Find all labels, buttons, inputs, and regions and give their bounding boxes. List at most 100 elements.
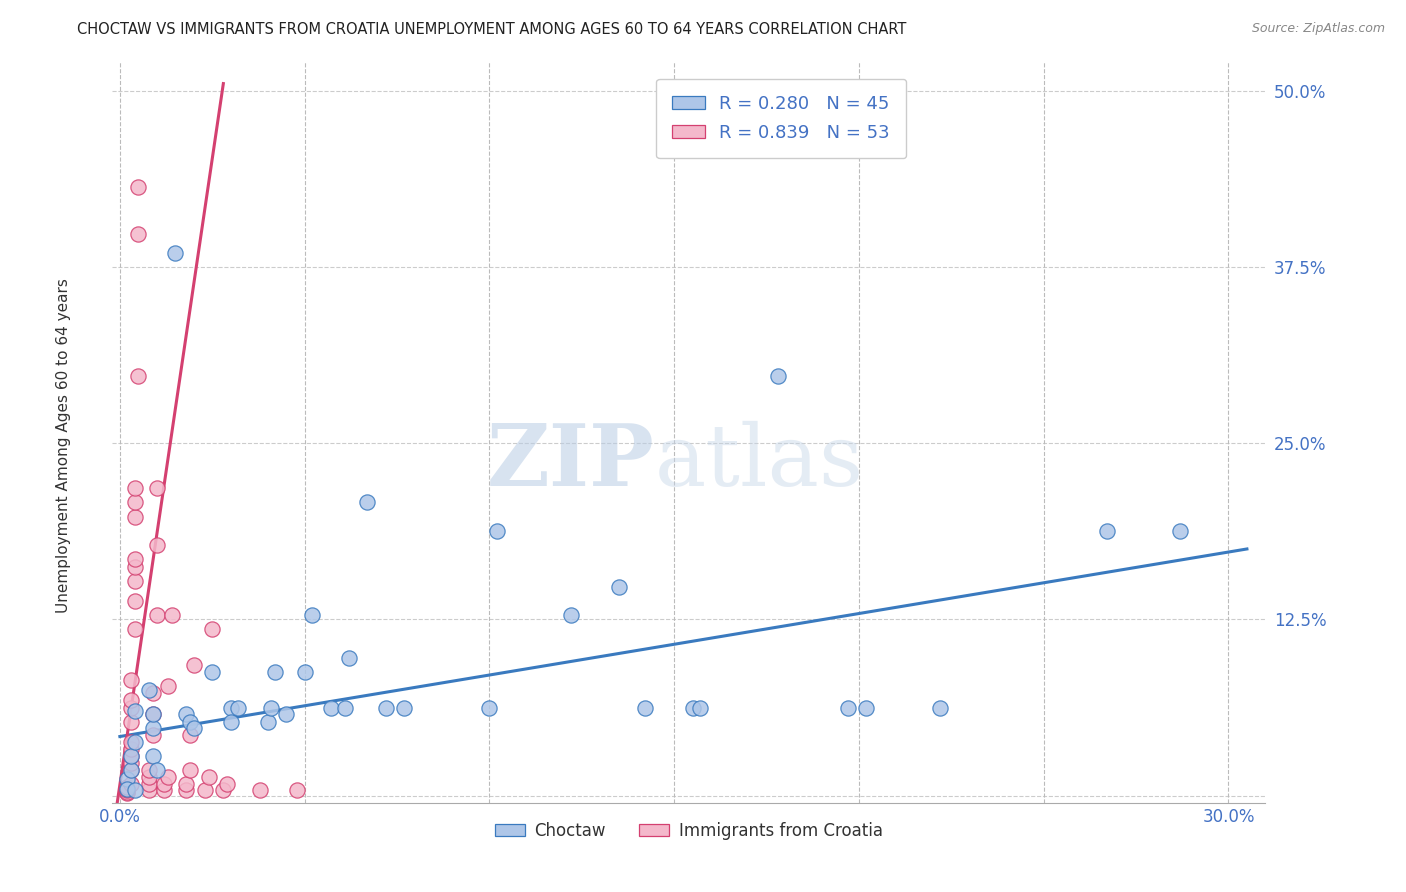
Point (124, 623, 146, 637)
Point (124, 560, 146, 574)
Text: ZIP: ZIP (486, 420, 654, 504)
Point (249, 783, 271, 797)
Text: Source: ZipAtlas.com: Source: ZipAtlas.com (1251, 22, 1385, 36)
Point (294, 665, 316, 679)
Point (124, 495, 146, 509)
Point (176, 706, 198, 721)
Point (117, 772, 139, 786)
Point (117, 780, 139, 795)
Point (264, 665, 287, 679)
Point (219, 715, 242, 730)
Point (374, 701, 396, 715)
Point (478, 701, 501, 715)
Point (124, 574, 146, 589)
Point (120, 735, 142, 749)
Point (120, 693, 142, 707)
Point (485, 524, 508, 538)
Point (179, 715, 201, 730)
Point (219, 701, 242, 715)
Point (146, 538, 169, 552)
Point (117, 786, 139, 800)
Point (165, 245, 187, 260)
Point (197, 771, 219, 785)
Point (124, 594, 146, 608)
Point (337, 650, 360, 665)
Point (120, 673, 142, 687)
Point (120, 764, 142, 778)
Point (142, 749, 165, 764)
Point (766, 368, 789, 383)
Point (194, 783, 217, 797)
Point (226, 701, 249, 715)
Point (120, 701, 142, 715)
Point (160, 608, 183, 623)
Point (356, 495, 378, 509)
Point (138, 764, 160, 778)
Point (124, 783, 146, 797)
Point (285, 783, 308, 797)
Point (1095, 524, 1118, 538)
Point (124, 735, 146, 749)
Point (335, 701, 357, 715)
Point (142, 686, 165, 700)
Point (120, 756, 142, 771)
Point (120, 715, 142, 730)
Point (212, 783, 235, 797)
Point (179, 728, 201, 742)
Legend: Choctaw, Immigrants from Croatia: Choctaw, Immigrants from Croatia (488, 815, 890, 847)
Point (124, 481, 146, 495)
Point (260, 701, 283, 715)
Point (120, 777, 142, 791)
Point (117, 781, 139, 796)
Point (124, 509, 146, 524)
Point (689, 701, 711, 715)
Point (179, 764, 201, 778)
Point (633, 701, 655, 715)
Point (142, 721, 165, 735)
Text: atlas: atlas (654, 421, 863, 504)
Point (146, 608, 169, 623)
Point (120, 749, 142, 764)
Point (117, 784, 139, 798)
Point (138, 771, 160, 785)
Point (120, 749, 142, 764)
Point (837, 701, 859, 715)
Point (607, 580, 630, 594)
Point (153, 777, 176, 791)
Text: Unemployment Among Ages 60 to 64 years: Unemployment Among Ages 60 to 64 years (56, 278, 70, 614)
Point (855, 701, 877, 715)
Point (560, 608, 582, 623)
Point (124, 704, 146, 718)
Point (146, 481, 169, 495)
Point (929, 701, 952, 715)
Point (201, 623, 224, 637)
Text: CHOCTAW VS IMMIGRANTS FROM CROATIA UNEMPLOYMENT AMONG AGES 60 TO 64 YEARS CORREL: CHOCTAW VS IMMIGRANTS FROM CROATIA UNEMP… (77, 22, 907, 37)
Point (201, 665, 224, 679)
Point (120, 764, 142, 778)
Point (138, 777, 160, 791)
Point (142, 706, 165, 721)
Point (146, 764, 169, 778)
Point (319, 701, 342, 715)
Point (120, 742, 142, 756)
Point (394, 701, 416, 715)
Point (117, 783, 139, 797)
Point (138, 783, 160, 797)
Point (682, 701, 704, 715)
Point (156, 771, 179, 785)
Point (301, 608, 323, 623)
Point (1170, 524, 1192, 538)
Point (183, 657, 205, 672)
Point (127, 368, 149, 383)
Point (117, 781, 139, 796)
Point (176, 783, 198, 797)
Point (153, 783, 176, 797)
Point (124, 551, 146, 566)
Point (215, 777, 238, 791)
Point (127, 179, 149, 194)
Point (142, 728, 165, 742)
Point (176, 777, 198, 791)
Point (156, 679, 179, 693)
Point (256, 715, 278, 730)
Point (127, 227, 149, 242)
